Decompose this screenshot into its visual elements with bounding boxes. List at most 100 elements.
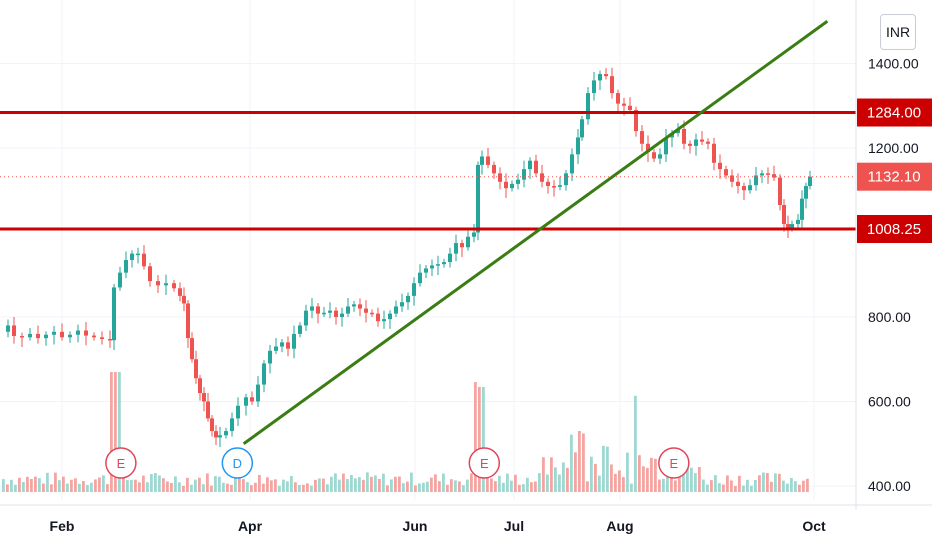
volume-bar xyxy=(334,473,337,492)
candle xyxy=(652,152,656,159)
candle xyxy=(424,268,428,273)
volume-bar xyxy=(690,467,693,492)
volume-bar xyxy=(134,479,137,492)
candle xyxy=(688,143,692,146)
volume-bar xyxy=(718,483,721,492)
volume-bar xyxy=(178,482,181,492)
volume-bar xyxy=(190,484,193,492)
volume-bar xyxy=(166,481,169,492)
volume-bar xyxy=(386,485,389,492)
volume-bar xyxy=(158,475,161,492)
volume-bar xyxy=(666,465,669,492)
level-price-tag-label: 1008.25 xyxy=(867,221,921,238)
candle xyxy=(218,435,222,438)
candle xyxy=(340,313,344,317)
candle xyxy=(400,302,404,307)
volume-bar xyxy=(798,484,801,492)
volume-bar xyxy=(750,485,753,492)
candle xyxy=(622,103,626,106)
candle xyxy=(148,266,152,282)
candle xyxy=(516,179,520,184)
candle xyxy=(610,76,614,94)
x-tick-label: Oct xyxy=(802,518,826,534)
candle xyxy=(274,346,278,351)
volume-bar xyxy=(802,480,805,492)
volume-bar xyxy=(358,477,361,492)
currency-button[interactable]: INR xyxy=(880,14,916,50)
candle xyxy=(664,137,668,155)
volume-bar xyxy=(766,472,769,492)
volume-bar xyxy=(478,387,481,492)
candle xyxy=(20,336,24,338)
volume-bar xyxy=(246,482,249,492)
candle xyxy=(186,303,190,339)
current-price-tag-label: 1132.10 xyxy=(867,169,920,186)
candle xyxy=(790,224,794,229)
candle xyxy=(736,181,740,187)
volume-bar xyxy=(266,477,269,492)
candle xyxy=(256,384,260,402)
candle xyxy=(522,169,526,180)
candle xyxy=(480,156,484,165)
level-price-tag xyxy=(857,98,932,127)
volume-bar xyxy=(570,434,573,492)
candle xyxy=(286,342,290,349)
volume-bar xyxy=(414,485,417,492)
volume-bar xyxy=(614,473,617,492)
volume-bar xyxy=(26,476,29,492)
candle xyxy=(628,105,632,110)
earnings-marker-label: E xyxy=(480,456,489,471)
candle xyxy=(576,137,580,155)
volume-bar xyxy=(94,479,97,492)
current-price-tag xyxy=(857,162,932,191)
candle xyxy=(418,272,422,284)
volume-bar xyxy=(602,445,605,492)
candle xyxy=(782,205,786,225)
candle xyxy=(92,335,96,338)
volume-bar xyxy=(550,457,553,492)
candle xyxy=(786,224,790,229)
candle xyxy=(748,185,752,191)
volume-bar xyxy=(242,479,245,492)
volume-bar xyxy=(502,482,505,492)
volume-bar xyxy=(418,483,421,492)
candle xyxy=(316,306,320,314)
volume-bar xyxy=(650,457,653,492)
volume-bar xyxy=(710,480,713,492)
volume-bar xyxy=(126,479,129,492)
volume-bar xyxy=(542,457,545,492)
candle xyxy=(202,393,206,402)
level-price-tag xyxy=(857,215,932,244)
volume-bar xyxy=(686,466,689,492)
candle xyxy=(60,331,64,338)
dividend-marker xyxy=(221,447,254,479)
volume-bar xyxy=(254,482,257,492)
volume-bar xyxy=(102,475,105,492)
candle xyxy=(12,325,16,337)
volume-bar xyxy=(22,482,25,492)
time-axis: Feb Apr Jun Jul Aug Oct xyxy=(0,504,932,534)
volume-bar xyxy=(534,481,537,492)
volume-bar xyxy=(194,479,197,492)
volume-bar xyxy=(626,452,629,492)
volume-bar xyxy=(114,372,117,492)
volume-bar xyxy=(342,473,345,492)
volume-bar xyxy=(322,478,325,492)
volume-bar xyxy=(78,483,81,492)
candle xyxy=(546,181,550,187)
volume-bar xyxy=(678,476,681,492)
volume-bar xyxy=(726,475,729,492)
candle xyxy=(448,253,452,263)
candle xyxy=(510,183,514,189)
earnings-marker xyxy=(658,447,690,479)
volume-bar xyxy=(498,475,501,492)
candle xyxy=(766,173,770,175)
candle xyxy=(376,313,380,322)
volume-bar xyxy=(682,472,685,492)
volume-bar xyxy=(698,467,701,492)
volume-bar xyxy=(594,463,597,492)
y-tick-label: 600.00 xyxy=(868,394,911,410)
candle xyxy=(190,338,194,360)
volume-bar xyxy=(154,473,157,492)
volume-bar xyxy=(234,478,237,492)
